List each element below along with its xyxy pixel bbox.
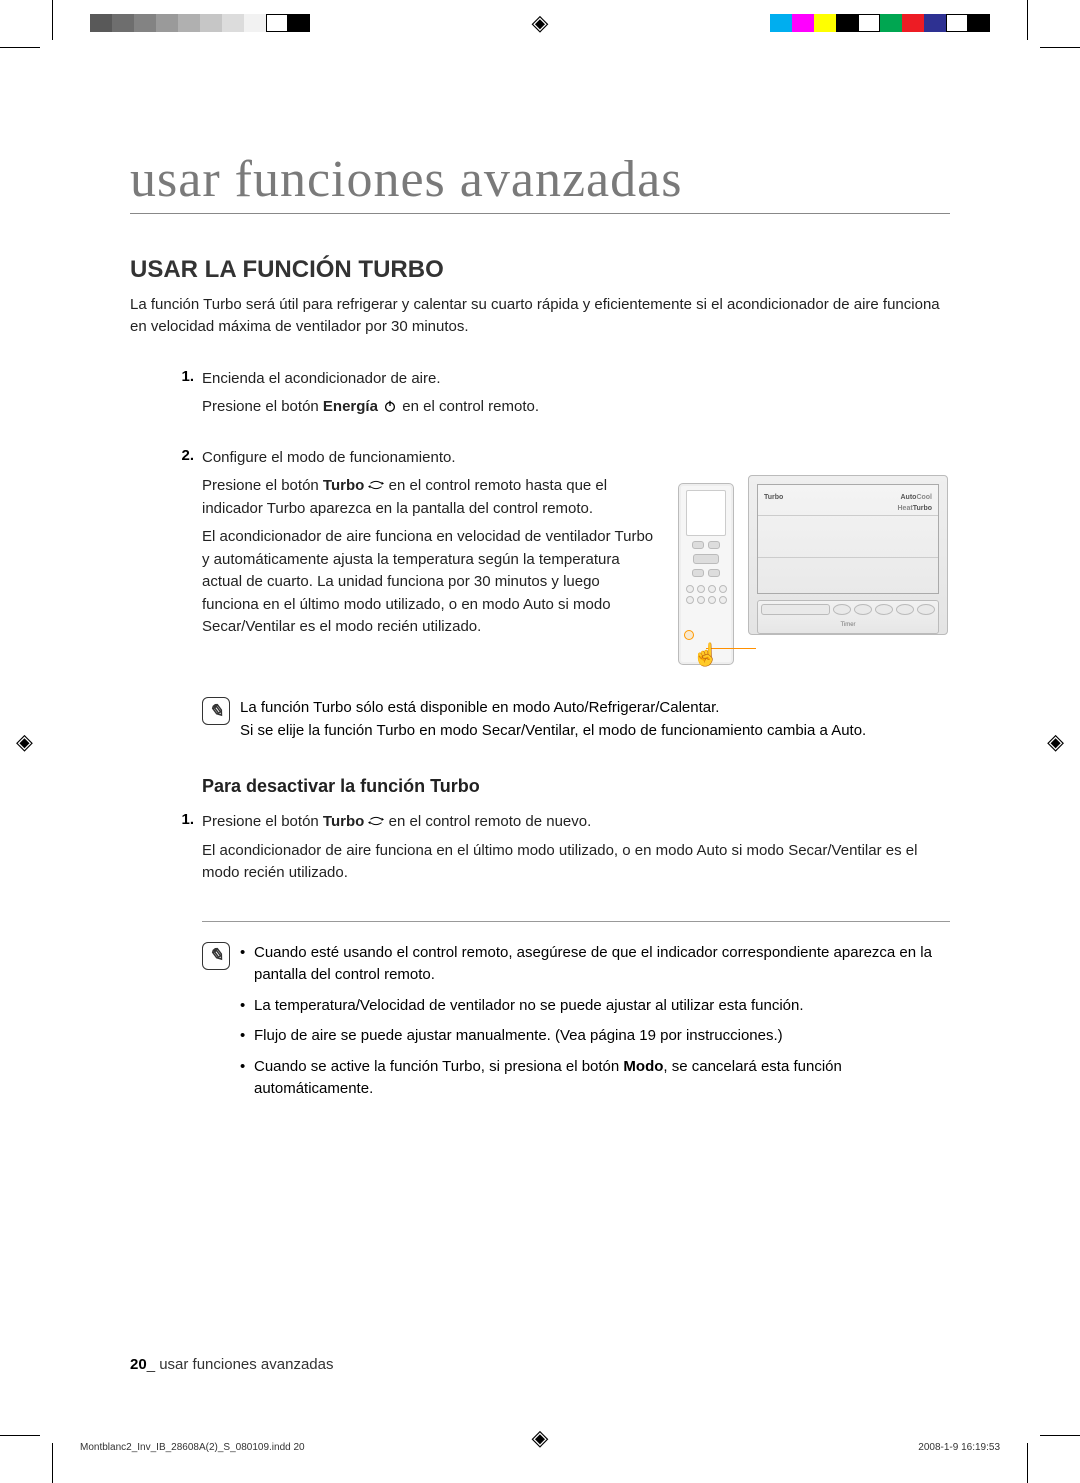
step-2: 2. Configure el modo de funcionamiento. …: [130, 447, 950, 676]
footer-sep: _: [147, 1356, 160, 1373]
step-text: Presione el botón Energía en el control …: [202, 396, 950, 419]
step-number: 2.: [130, 447, 202, 676]
step-text: Presione el botón Turbo en el control re…: [202, 811, 950, 834]
page-content: usar funciones avanzadas USAR LA FUNCIÓN…: [130, 150, 950, 1373]
text-bold: Turbo: [323, 813, 364, 830]
step-text: El acondicionador de aire funciona en el…: [202, 840, 950, 885]
panel-label: Timer: [761, 621, 935, 630]
bullet-item: La temperatura/Velocidad de ventilador n…: [240, 995, 950, 1018]
note-box-2: ✎ Cuando esté usando el control remoto, …: [202, 942, 950, 1109]
step-text: Encienda el acondicionador de aire.: [202, 368, 950, 391]
illustration: ☝ Turbo AutoCool HeatTurbo: [678, 475, 950, 675]
step-number: 1.: [130, 811, 202, 891]
step-number: 1.: [130, 368, 202, 425]
separator-rule: [202, 921, 950, 922]
crop-mark: [0, 1435, 40, 1436]
bullet-item: Cuando se active la función Turbo, si pr…: [240, 1056, 950, 1101]
step-text: El acondicionador de aire funciona en ve…: [202, 526, 660, 639]
note-text: La función Turbo sólo está disponible en…: [240, 697, 866, 720]
page-number: 20: [130, 1356, 147, 1373]
step-1: 1. Encienda el acondicionador de aire. P…: [130, 368, 950, 425]
lcd-label: Cool: [916, 494, 932, 501]
section-title: USAR LA FUNCIÓN TURBO: [130, 256, 950, 284]
slug-line: Montblanc2_Inv_IB_28608A(2)_S_080109.ind…: [80, 1442, 1000, 1453]
slug-date: 2008-1-9 16:19:53: [918, 1442, 1000, 1453]
step-text: Configure el modo de funcionamiento.: [202, 447, 950, 470]
power-icon: [382, 398, 398, 412]
text-run: en el control remoto de nuevo.: [389, 813, 592, 830]
note-text: Si se elije la función Turbo en modo Sec…: [240, 720, 866, 743]
footer-label: usar funciones avanzadas: [159, 1356, 333, 1373]
subheading: Para desactivar la función Turbo: [202, 776, 950, 797]
text-run: Cuando se active la función Turbo, si pr…: [254, 1058, 623, 1075]
note-icon: ✎: [202, 942, 230, 970]
crop-mark: [1040, 1435, 1080, 1436]
slug-file: Montblanc2_Inv_IB_28608A(2)_S_080109.ind…: [80, 1442, 305, 1453]
bullet-item: Cuando esté usando el control remoto, as…: [240, 942, 950, 987]
lcd-label: Heat: [898, 505, 913, 512]
crop-mark: [1027, 0, 1028, 40]
pointer-icon: ☝: [692, 638, 719, 671]
intro-paragraph: La función Turbo será útil para refriger…: [130, 294, 950, 338]
turbo-icon: [368, 813, 384, 827]
registration-mark-left: ◈: [16, 729, 33, 755]
text-run: Presione el botón: [202, 813, 323, 830]
page-footer: 20_ usar funciones avanzadas: [130, 1356, 333, 1373]
text-bold: Energía: [323, 398, 378, 415]
note-icon: ✎: [202, 697, 230, 725]
text-bold: Turbo: [323, 477, 364, 494]
text-bold: Modo: [623, 1058, 663, 1075]
crop-mark: [52, 0, 53, 40]
registration-mark-right: ◈: [1047, 729, 1064, 755]
step-text: Presione el botón Turbo en el control re…: [202, 475, 660, 520]
crop-mark: [1027, 1443, 1028, 1483]
note-box-1: ✎ La función Turbo sólo está disponible …: [202, 697, 950, 742]
colorbar-right: [770, 14, 990, 32]
lcd-label: Turbo: [764, 494, 783, 501]
turbo-icon: [368, 477, 384, 491]
display-panel-illus: Turbo AutoCool HeatTurbo: [748, 475, 948, 635]
chapter-title: usar funciones avanzadas: [130, 150, 950, 214]
crop-mark: [1040, 47, 1080, 48]
registration-mark-top: ◈: [532, 10, 549, 36]
lcd-label: Turbo: [913, 505, 932, 512]
crop-mark: [0, 47, 40, 48]
bullet-item: Flujo de aire se puede ajustar manualmen…: [240, 1025, 950, 1048]
deactivate-step-1: 1. Presione el botón Turbo en el control…: [130, 811, 950, 891]
lcd-label: Auto: [900, 494, 916, 501]
text-run: en el control remoto.: [402, 398, 539, 415]
text-run: Presione el botón: [202, 477, 323, 494]
colorbar-left: [90, 14, 310, 32]
text-run: Presione el botón: [202, 398, 323, 415]
crop-mark: [52, 1443, 53, 1483]
